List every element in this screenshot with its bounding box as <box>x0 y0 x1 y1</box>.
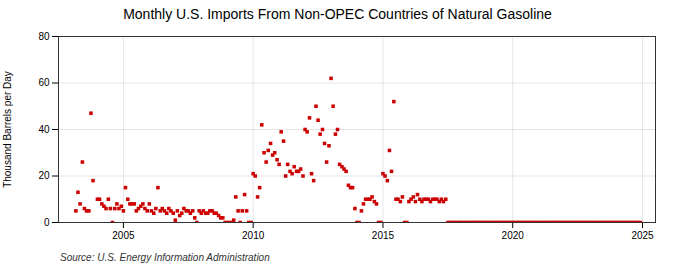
svg-text:20: 20 <box>38 170 50 181</box>
svg-text:0: 0 <box>44 217 50 228</box>
html-text:Monthly U.S. Imports From Non-: Monthly U.S. Imports From Non-OPEC Count… <box>123 6 552 22</box>
svg-text:40: 40 <box>38 124 50 135</box>
svg-text:2010: 2010 <box>242 230 265 241</box>
svg-text:Thousand Barrels per Day: Thousand Barrels per Day <box>2 71 13 188</box>
svg-text:2025: 2025 <box>631 230 654 241</box>
svg-text:2015: 2015 <box>372 230 395 241</box>
html-text:Source: U.S. Energy Informatio: Source: U.S. Energy Information Administ… <box>60 252 270 263</box>
svg-text:80: 80 <box>38 31 50 42</box>
svg-text:2005: 2005 <box>112 230 135 241</box>
svg-text:60: 60 <box>38 77 50 88</box>
svg-text:2020: 2020 <box>502 230 525 241</box>
